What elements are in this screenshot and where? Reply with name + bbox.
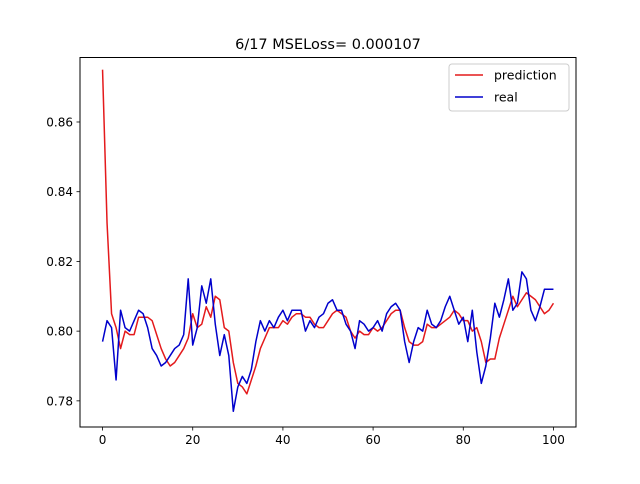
y-axis: 0.78 0.80 0.82 0.84 0.86 (46, 115, 80, 408)
y-tick-label: 0.82 (46, 255, 73, 269)
chart-title: 6/17 MSELoss= 0.000107 (235, 37, 421, 53)
x-tick-label: 60 (365, 433, 380, 447)
x-tick-label: 0 (99, 433, 107, 447)
plot-content (101, 69, 555, 413)
x-axis: 0 20 40 60 80 100 (99, 427, 565, 447)
legend-label-real: real (494, 90, 518, 105)
x-tick-label: 20 (185, 433, 200, 447)
x-tick-label: 40 (275, 433, 290, 447)
x-tick-label: 80 (456, 433, 471, 447)
y-tick-label: 0.86 (46, 115, 73, 129)
y-tick-label: 0.84 (46, 185, 73, 199)
series-line-real (101, 271, 554, 413)
legend-label-prediction: prediction (494, 68, 557, 83)
series-line-prediction (101, 69, 555, 395)
y-tick-label: 0.80 (46, 325, 73, 339)
plot-frame (79, 57, 577, 428)
legend: prediction real (448, 63, 570, 112)
x-tick-label: 100 (542, 433, 565, 447)
y-tick-label: 0.78 (46, 394, 73, 408)
